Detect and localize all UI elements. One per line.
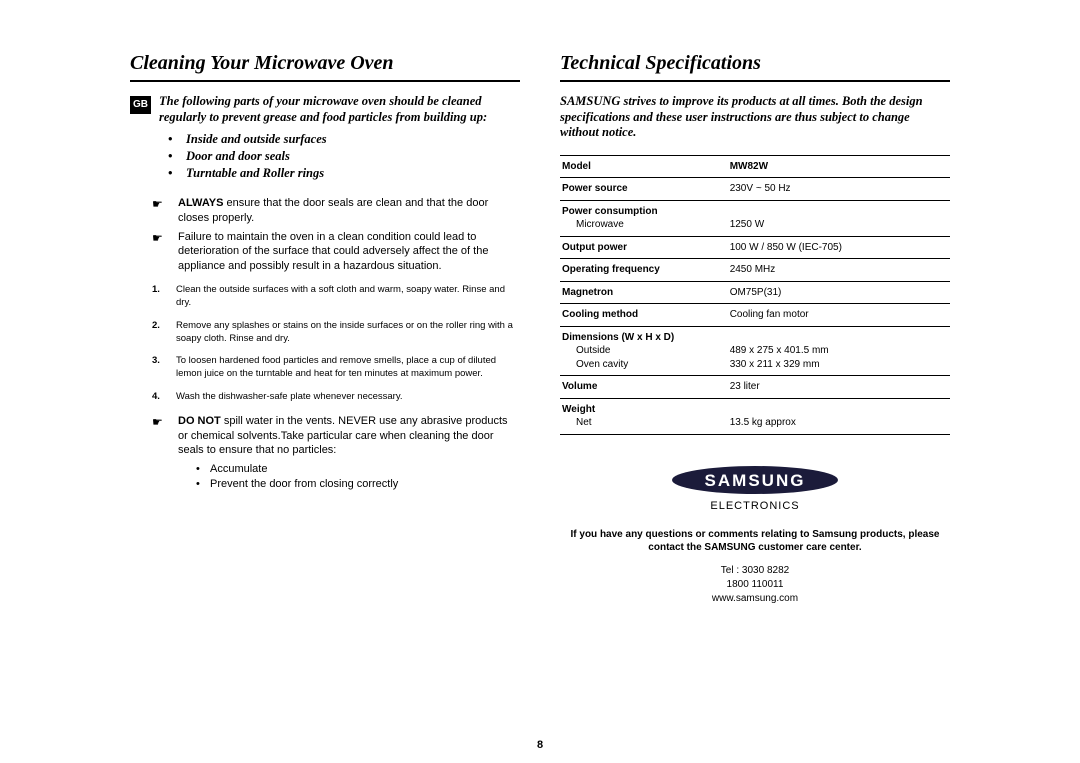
step-text: Remove any splashes or stains on the ins… — [176, 320, 520, 346]
step-text: To loosen hardened food particles and re… — [176, 355, 520, 381]
step-text: Clean the outside surfaces with a soft c… — [176, 284, 520, 310]
pointer-notes: ☛ ALWAYS ensure that the door seals are … — [152, 196, 520, 274]
table-row: ModelMW82W — [560, 155, 950, 178]
table-row: Volume23 liter — [560, 376, 950, 399]
sub-bullet: Accumulate — [210, 462, 267, 477]
contact-lines: Tel : 3030 8282 1800 110011 www.samsung.… — [560, 564, 950, 606]
donot-block: ☛ DO NOT spill water in the vents. NEVER… — [152, 414, 520, 492]
table-row: Power source230V ~ 50 Hz — [560, 178, 950, 201]
pointer-icon: ☛ — [152, 196, 166, 226]
bullet-item: Door and door seals — [186, 148, 290, 165]
table-row: WeightNet13.5 kg approx — [560, 398, 950, 434]
step-text: Wash the dishwasher-safe plate whenever … — [176, 391, 520, 404]
gb-badge: GB — [130, 96, 151, 114]
specs-title: Technical Specifications — [560, 50, 950, 82]
sub-bullet: Prevent the door from closing correctly — [210, 477, 398, 492]
pointer-text: ALWAYS ensure that the door seals are cl… — [178, 196, 520, 226]
table-row: Cooling methodCooling fan motor — [560, 304, 950, 327]
pointer-icon: ☛ — [152, 230, 166, 275]
cleaning-title: Cleaning Your Microwave Oven — [130, 50, 520, 82]
table-row: MagnetronOM75P(31) — [560, 281, 950, 304]
intro-text: The following parts of your microwave ov… — [159, 94, 520, 125]
pointer-text: Failure to maintain the oven in a clean … — [178, 230, 520, 275]
contact-bold: If you have any questions or comments re… — [560, 528, 950, 554]
samsung-logo-icon: SAMSUNG — [670, 465, 840, 495]
table-row: Operating frequency2450 MHz — [560, 259, 950, 282]
intro-row: GB The following parts of your microwave… — [130, 94, 520, 125]
donot-text: DO NOT spill water in the vents. NEVER u… — [178, 414, 520, 492]
page-number: 8 — [537, 738, 543, 753]
right-column: Technical Specifications SAMSUNG strives… — [560, 50, 950, 733]
table-row: Power consumptionMicrowave1250 W — [560, 200, 950, 236]
bullet-item: Inside and outside surfaces — [186, 131, 327, 148]
cleaning-bullets: •Inside and outside surfaces •Door and d… — [168, 131, 520, 182]
specs-table: ModelMW82W Power source230V ~ 50 Hz Powe… — [560, 155, 950, 435]
table-row: Output power100 W / 850 W (IEC-705) — [560, 236, 950, 259]
bullet-item: Turntable and Roller rings — [186, 165, 324, 182]
svg-text:SAMSUNG: SAMSUNG — [705, 471, 806, 490]
pointer-icon: ☛ — [152, 414, 166, 492]
brand-sub: ELECTRONICS — [560, 499, 950, 514]
brand-block: SAMSUNG ELECTRONICS If you have any ques… — [560, 465, 950, 606]
table-row: Dimensions (W x H x D)OutsideOven cavity… — [560, 326, 950, 376]
numbered-steps: 1.Clean the outside surfaces with a soft… — [152, 284, 520, 404]
left-column: Cleaning Your Microwave Oven GB The foll… — [130, 50, 520, 733]
specs-intro: SAMSUNG strives to improve its products … — [560, 94, 950, 141]
